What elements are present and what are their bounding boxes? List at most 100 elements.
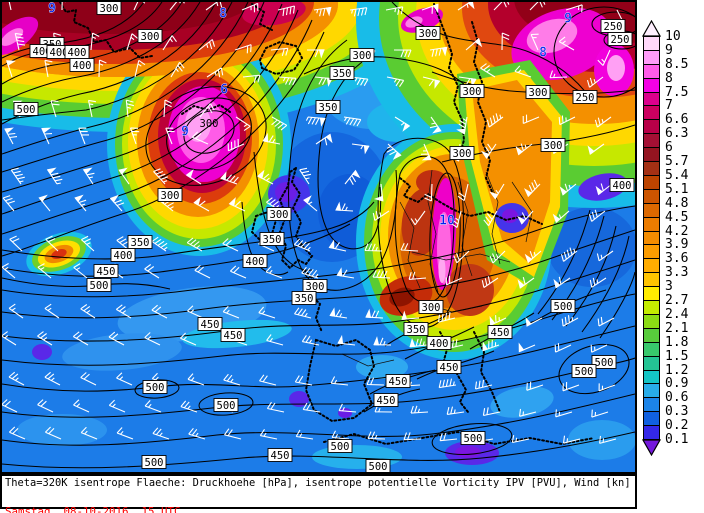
wind-barb-pennant (434, 79, 441, 89)
wind-barb (301, 266, 319, 279)
wind-barb (364, 243, 383, 252)
contour-label: 500 (464, 433, 483, 445)
contour-label: 500 (554, 301, 573, 313)
contour-label-box (127, 235, 153, 249)
wind-barb (457, 183, 469, 202)
wind-barb (80, 372, 97, 386)
wind-barb (514, 65, 532, 78)
wind-barb (372, 270, 391, 279)
wind-barb (367, 431, 386, 440)
colorbar-tick-label: 1.8 (665, 334, 689, 350)
caption-box: Theta=320K isentrope Flaeche: Druckhoehe… (0, 474, 637, 513)
colorbar-tick-label: 5.7 (665, 154, 689, 170)
wind-barb (560, 247, 578, 262)
wind-barb (429, 46, 447, 57)
wind-barb (393, 49, 412, 58)
contour-label-box (550, 299, 576, 313)
wind-barb (266, 197, 282, 212)
wind-barb-pennant (4, 127, 14, 134)
wind-barb (385, 6, 404, 15)
wind-barb-pennant (481, 150, 490, 159)
wind-barb (153, 168, 168, 185)
contour-label-box (365, 459, 391, 472)
wind-barb (349, 7, 368, 17)
contour-label: 300 (200, 118, 219, 130)
colorbar-below-range-arrow (642, 439, 661, 456)
wind-barb-pennant (402, 122, 411, 132)
colorbar-tick-label: 0.3 (665, 404, 689, 420)
wind-barb (194, 264, 211, 279)
wind-barb (10, 167, 25, 185)
wind-barb (372, 210, 390, 221)
wind-barb (596, 250, 614, 262)
wind-barb-pennant (525, 316, 532, 327)
contour-label-box (197, 317, 223, 331)
pv-max-label: 8 (219, 7, 227, 22)
wind-barb (9, 426, 26, 440)
colorbar-tick-label: 0.1 (665, 432, 689, 447)
contour-label-box (449, 146, 475, 160)
wind-barb (266, 334, 284, 346)
contour-label: 350 (295, 293, 314, 305)
contour-label: 400 (50, 47, 69, 59)
contour-label: 300 (100, 3, 119, 15)
wind-barb (259, 428, 278, 440)
colorbar-cell (643, 188, 660, 204)
wind-barb (482, 339, 500, 352)
contour-label-box (571, 364, 597, 378)
wind-barb (350, 76, 369, 87)
contour-label: 400 (68, 47, 87, 59)
pv-max-label: 9 (564, 12, 572, 27)
wind-barb-pennant (328, 239, 335, 249)
wind-barb (78, 127, 89, 145)
wind-barb-pennant (433, 3, 439, 14)
wind-barb (188, 427, 206, 440)
wind-barb (165, 127, 175, 145)
contour-label: 300 (353, 50, 372, 62)
colorbar-tick-label: 4.2 (665, 223, 689, 239)
wind-barb (222, 238, 239, 252)
colorbar-tick-label: 6.6 (665, 112, 689, 128)
wind-barb (81, 235, 95, 252)
contour-label: 350 (263, 234, 282, 246)
wind-barb-pennant (524, 253, 533, 264)
colorbar-cell (643, 286, 660, 302)
colorbar-cell (643, 77, 660, 93)
wind-barb (169, 2, 185, 11)
contour-label-box (329, 66, 355, 80)
wind-barb (489, 250, 506, 264)
contour-label-box (415, 26, 441, 40)
wind-barb-pennant (432, 126, 442, 134)
colorbar-cell (643, 397, 660, 413)
wind-barb (222, 305, 240, 319)
pv-max-markers: 9 8 6 9 8 9 10 (48, 2, 572, 229)
wind-barb (234, 44, 252, 54)
colorbar-cell (643, 369, 660, 385)
wind-barb (134, 59, 146, 78)
wind-barb (446, 406, 465, 415)
contour-label-box (141, 455, 167, 469)
wind-barb (151, 304, 168, 319)
pressure-height-contours (2, 2, 635, 469)
wind-barb (73, 263, 88, 279)
wind-barb (44, 59, 53, 78)
wind-barb-pennant (352, 169, 361, 179)
wind-barb-pennant (587, 145, 595, 155)
wind-barb (187, 373, 205, 386)
map-area: 3003003504004004004005003003503503002502… (0, 0, 637, 474)
wind-barb (313, 6, 331, 17)
colorbar-tick-label: 5.1 (665, 181, 689, 197)
wind-barb (438, 378, 457, 389)
contour-label-box (213, 398, 239, 412)
contour-label-box (220, 328, 246, 342)
colorbar-cell (643, 119, 660, 135)
wind-barb (594, 116, 612, 128)
wind-barb-pennant (38, 194, 48, 203)
contour-label: 300 (463, 86, 482, 98)
wind-barb (558, 36, 575, 51)
wind-barb (302, 402, 321, 413)
wind-barb-pennant (118, 167, 128, 175)
contour-label: 250 (604, 21, 623, 33)
wind-barb (45, 235, 59, 252)
